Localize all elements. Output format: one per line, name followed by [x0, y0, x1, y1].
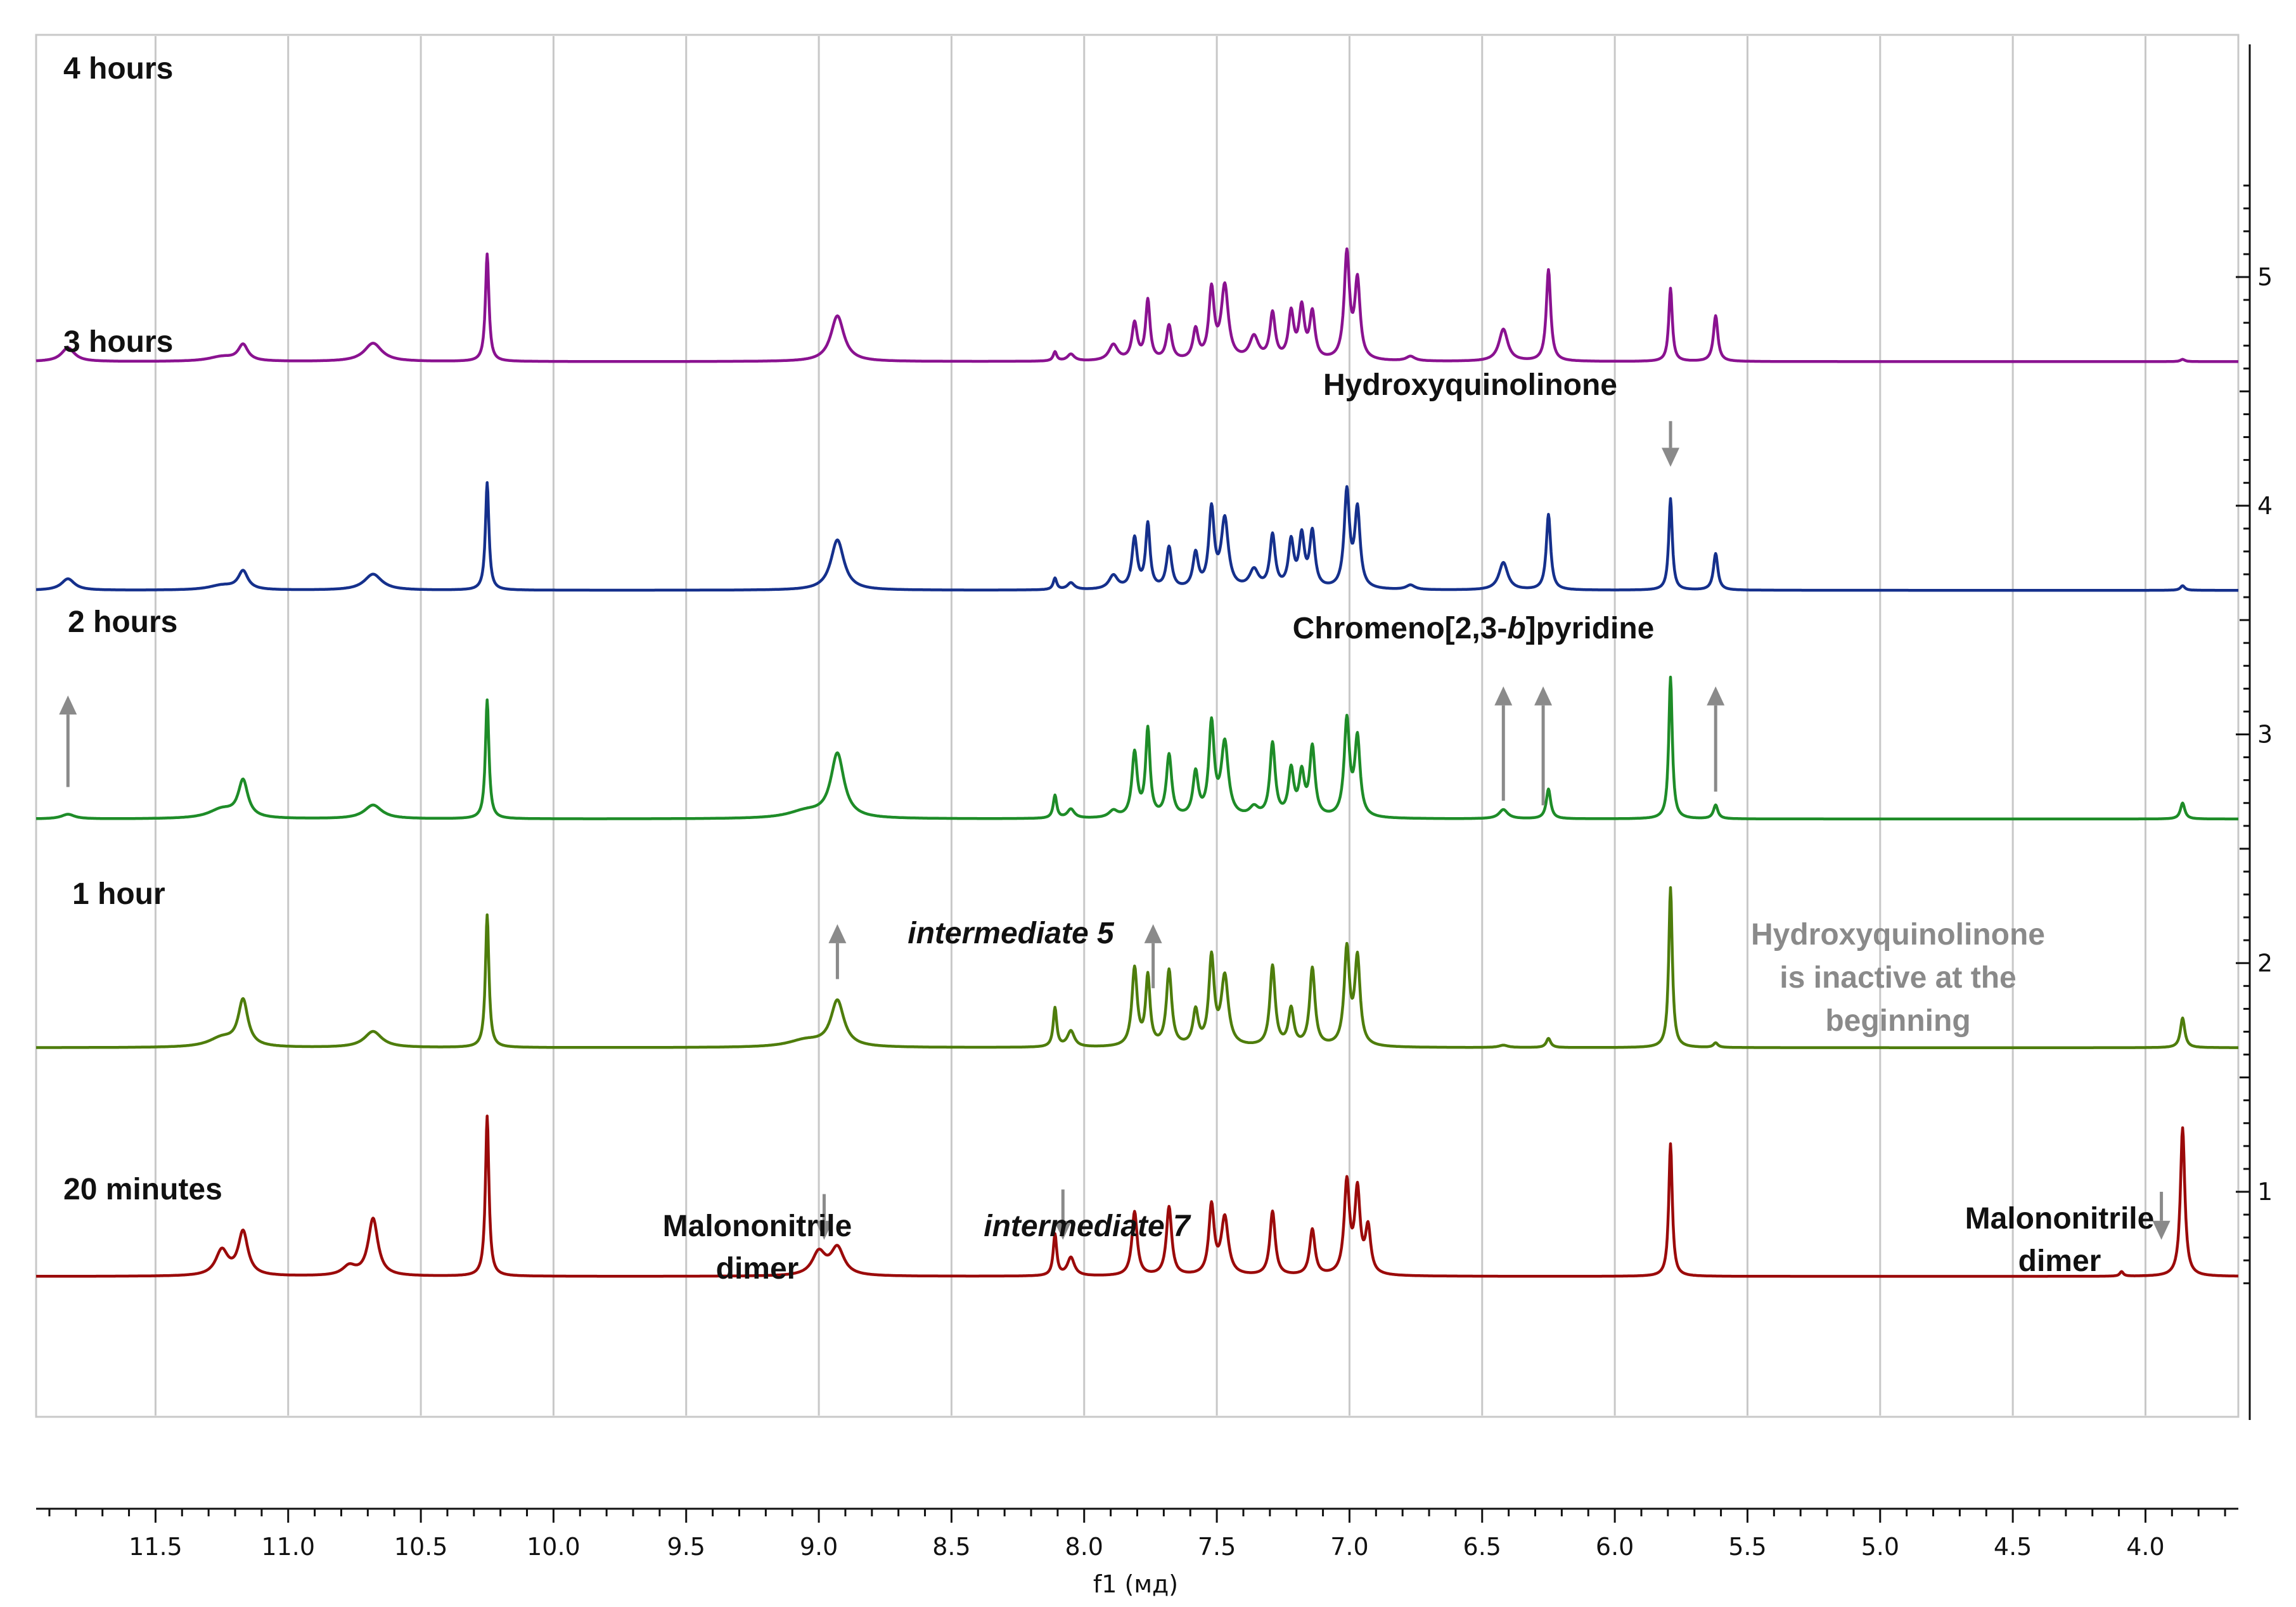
arrow-head-5: [828, 924, 847, 943]
annotation-arrow-7: [815, 1194, 833, 1240]
y-axis-ticks: 1 2 3 4 5: [2236, 184, 2273, 1284]
y-tick-label-3: 4: [2257, 492, 2273, 520]
y-tick-label-0: 1: [2257, 1178, 2273, 1206]
x-tick-label-0: 11.5: [129, 1533, 183, 1561]
x-tick-label-8: 7.5: [1198, 1533, 1236, 1561]
annotation-intermediate-7: intermediate 7: [984, 1210, 1191, 1243]
y-tick-label-1: 2: [2257, 949, 2273, 977]
x-tick-label-10: 6.5: [1463, 1533, 1501, 1561]
series-label-4-hours: 4 hours: [63, 52, 173, 86]
y-tick-label-2: 3: [2257, 721, 2273, 749]
x-tick-label-4: 9.5: [667, 1533, 705, 1561]
annotation-arrow-4: [1707, 686, 1725, 792]
annotation-hq-note-line-3: beginning: [1825, 1004, 1970, 1038]
x-tick-label-2: 10.5: [394, 1533, 448, 1561]
arrows-group: [59, 421, 2171, 1240]
annotation-hydroxyquinolinone: Hydroxyquinolinone: [1323, 368, 1617, 402]
x-tick-label-5: 9.0: [800, 1533, 838, 1561]
arrow-head-0: [1662, 448, 1680, 467]
annotation-malononitrile-left-line-2: dimer: [716, 1252, 799, 1286]
chromeno-part-2: b: [1507, 612, 1525, 645]
annotation-hq-note-line-2: is inactive at the: [1780, 961, 2016, 995]
annotation-malononitrile-right-line-1: Malononitrile: [1965, 1202, 2155, 1236]
spectra-group: [35, 247, 2240, 1278]
x-axis-ticks: 11.5 11.0 10.5 10.0 9.5 9.0 8.5 8.0 7.5 7.0 6.5 6.0…: [48, 1509, 2226, 1561]
x-tick-label-6: 8.5: [932, 1533, 970, 1561]
x-tick-label-13: 5.0: [1861, 1533, 1899, 1561]
annotation-arrow-3: [1534, 686, 1553, 806]
x-tick-label-11: 6.0: [1596, 1533, 1634, 1561]
annotation-chromeno-pyridine: Chromeno[2,3-b]pyridine: [1293, 612, 1655, 645]
series-label-3-hours: 3 hours: [63, 325, 173, 359]
arrow-head-2: [1494, 686, 1513, 706]
annotation-arrow-5: [828, 924, 847, 979]
grid-lines: [154, 36, 2146, 1416]
series-label-2-hours: 2 hours: [68, 605, 177, 639]
arrow-head-3: [1534, 686, 1553, 706]
chromeno-part-3: ]pyridine: [1526, 612, 1655, 645]
x-tick-label-7: 8.0: [1065, 1533, 1103, 1561]
spectrum-line-2-hours: [35, 675, 2240, 821]
annotation-arrow-2: [1494, 686, 1513, 801]
x-tick-label-14: 4.5: [1994, 1533, 2032, 1561]
x-tick-label-3: 10.0: [527, 1533, 580, 1561]
annotation-arrow-8: [1054, 1189, 1072, 1240]
annotation-intermediate-5: intermediate 5: [907, 917, 1115, 950]
spectrum-line-20-minutes: [35, 1114, 2240, 1278]
series-label-1-hour: 1 hour: [72, 877, 165, 911]
arrow-head-7: [815, 1220, 833, 1240]
arrow-head-4: [1707, 686, 1725, 706]
series-label-20-minutes: 20 minutes: [63, 1173, 222, 1206]
y-tick-label-4: 5: [2257, 263, 2273, 291]
annotation-malononitrile-right-line-2: dimer: [2018, 1244, 2101, 1278]
plot-frame: [35, 34, 2240, 1418]
x-tick-label-1: 11.0: [261, 1533, 315, 1561]
arrow-head-1: [59, 695, 77, 715]
annotation-arrow-1: [59, 695, 77, 787]
annotation-arrow-9: [2152, 1192, 2171, 1240]
spectrum-line-4-hours: [35, 247, 2240, 363]
annotation-malononitrile-left-line-1: Malononitrile: [663, 1210, 852, 1243]
x-tick-label-15: 4.0: [2126, 1533, 2164, 1561]
x-tick-label-12: 5.5: [1728, 1533, 1766, 1561]
arrow-head-6: [1144, 924, 1162, 943]
spectrum-line-1-hour: [35, 886, 2240, 1049]
annotation-arrow-0: [1662, 421, 1680, 467]
arrow-head-9: [2152, 1220, 2171, 1240]
spectrum-line-3-hours: [35, 481, 2240, 592]
annotation-hq-note-line-1: Hydroxyquinolinone: [1751, 918, 2045, 952]
x-tick-label-9: 7.0: [1330, 1533, 1368, 1561]
arrow-head-8: [1054, 1220, 1072, 1240]
annotation-arrow-6: [1144, 924, 1162, 988]
chromeno-part-1: Chromeno[2,3-: [1293, 612, 1508, 645]
x-axis-label: f1 (мд): [1093, 1570, 1178, 1598]
